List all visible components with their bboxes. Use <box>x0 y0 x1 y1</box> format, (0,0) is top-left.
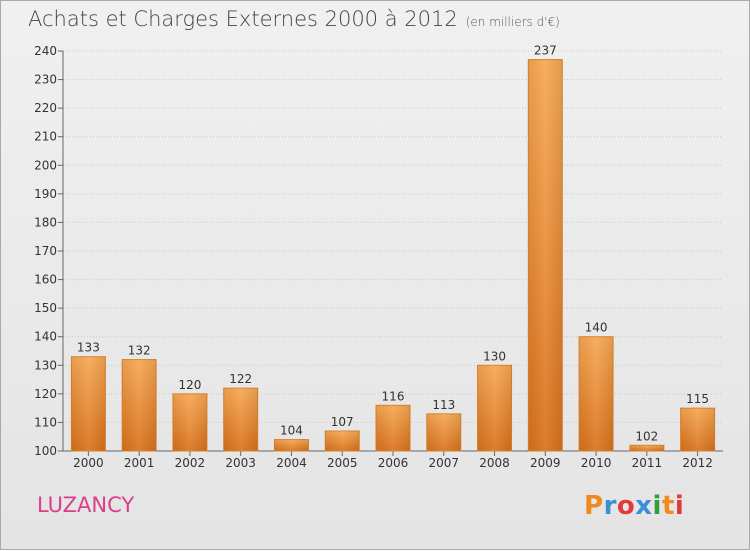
bar-value-label: 113 <box>432 398 455 412</box>
x-tick-label: 2005 <box>327 456 358 470</box>
x-tick-label: 2012 <box>682 456 713 470</box>
bar-shade <box>122 359 157 451</box>
bar-value-label: 133 <box>77 341 100 355</box>
logo-letter: i <box>652 491 662 521</box>
x-tick-label: 2007 <box>428 456 459 470</box>
bar-value-label: 102 <box>635 429 658 443</box>
y-tick-label: 180 <box>34 215 57 229</box>
x-tick-label: 2011 <box>632 456 663 470</box>
bar-shade <box>426 413 461 451</box>
x-tick-label: 2000 <box>73 456 104 470</box>
x-tick-label: 2010 <box>581 456 612 470</box>
x-tick-label: 2001 <box>124 456 155 470</box>
bar-shade <box>172 393 207 451</box>
y-tick-label: 100 <box>34 444 57 458</box>
bar-layer <box>70 59 716 452</box>
bar-value-label: 237 <box>534 44 557 58</box>
bar-value-label: 120 <box>178 378 201 392</box>
x-tick-label: 2006 <box>378 456 409 470</box>
logo-letter: o <box>616 491 636 521</box>
y-tick-label: 170 <box>34 244 57 258</box>
y-tick-label: 240 <box>34 44 57 58</box>
bar-value-label: 132 <box>128 344 151 358</box>
logo-letter: r <box>603 491 617 521</box>
bar-shade <box>325 431 360 451</box>
bar-shade <box>579 336 614 451</box>
y-tick-label: 230 <box>34 73 57 87</box>
y-tick-label: 120 <box>34 387 57 401</box>
y-tick-label: 110 <box>34 415 57 429</box>
logo-letter: P <box>584 491 604 521</box>
bar-value-label: 140 <box>585 321 608 335</box>
logo-letter: i <box>674 491 685 521</box>
x-tick-label: 2003 <box>225 456 256 470</box>
bar-shade <box>629 445 664 451</box>
y-tick-label: 190 <box>34 187 57 201</box>
commune-name: LUZANCY <box>37 493 135 517</box>
x-tick-label: 2002 <box>175 456 206 470</box>
y-tick-label: 210 <box>34 130 57 144</box>
bar-value-label: 104 <box>280 424 303 438</box>
bar-shade <box>223 388 258 451</box>
chart-title-text: Achats et Charges Externes 2000 à 2012 <box>28 7 458 31</box>
bar-shade <box>477 365 512 451</box>
label-layer: 133 132 120 122 104 107 116 113 130 237 140 102 115 <box>77 44 709 444</box>
y-tick-label: 150 <box>34 301 57 315</box>
bar-value-label: 107 <box>331 415 354 429</box>
x-tick-label: 2008 <box>479 456 510 470</box>
y-tick-label: 200 <box>34 158 57 172</box>
chart-title: Achats et Charges Externes 2000 à 2012 (e… <box>28 7 560 31</box>
bar-shade <box>71 356 106 451</box>
bar-value-label: 115 <box>686 392 709 406</box>
bar-value-label: 122 <box>229 372 252 386</box>
bar-shade <box>528 59 563 451</box>
bar-shade <box>680 408 715 451</box>
x-tick-label: 2009 <box>530 456 561 470</box>
proxiti-logo[interactable]: Proxiti <box>584 491 684 521</box>
bar-shade <box>376 405 410 451</box>
logo-letter: t <box>661 491 675 521</box>
bar-value-label: 116 <box>382 389 405 403</box>
bar-shade <box>274 439 309 451</box>
bar-value-label: 130 <box>483 349 506 363</box>
y-tick-label: 160 <box>34 273 57 287</box>
y-tick-label: 220 <box>34 101 57 115</box>
chart-unit: (en milliers d'€) <box>465 15 560 29</box>
y-tick-label: 140 <box>34 330 57 344</box>
y-tick-label: 130 <box>34 358 57 372</box>
axis-layer: 100 110 120 130 140 150 160 170 180 190 200 210 220 2… <box>34 44 723 470</box>
logo-letter: x <box>635 491 653 521</box>
x-tick-label: 2004 <box>276 456 307 470</box>
